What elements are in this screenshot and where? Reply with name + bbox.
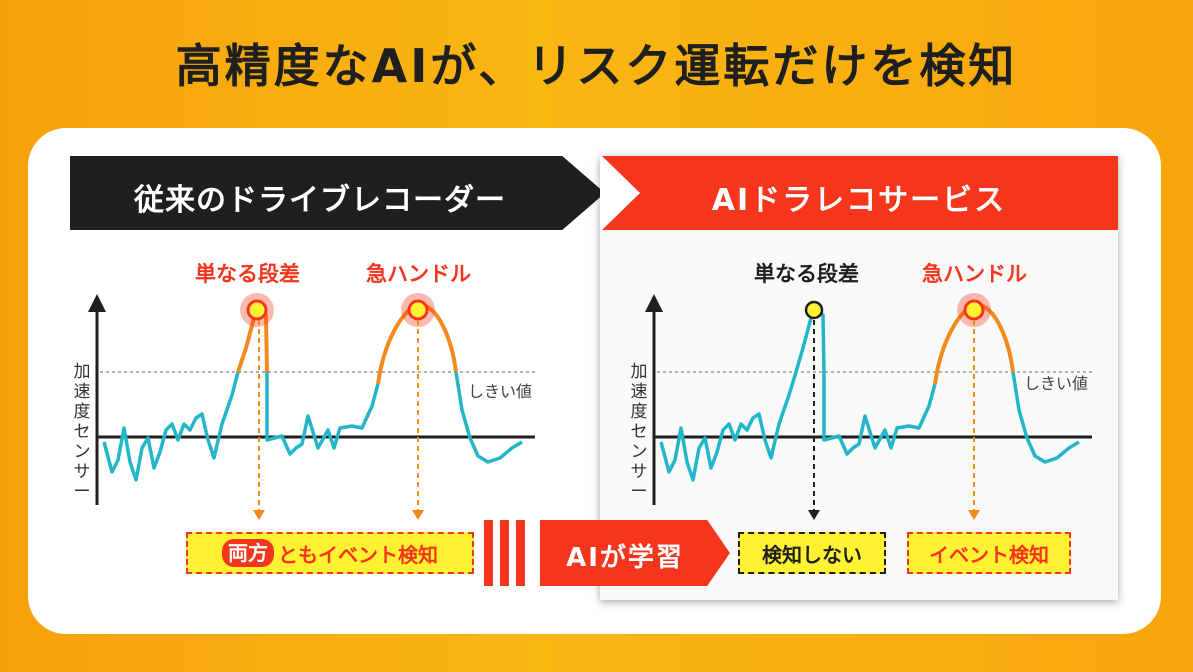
left-marker2-label: 急ハンドル — [366, 262, 471, 286]
right-threshold-label: しきい値 — [1024, 374, 1089, 393]
left-marker-2 — [407, 299, 429, 321]
right-result-box-1: 検知しない — [738, 532, 886, 574]
conventional-dashcam-header: 従来のドライブレコーダー — [70, 156, 605, 230]
transition-bar-3 — [516, 520, 525, 586]
right-marker-1 — [804, 300, 824, 320]
left-result-text: ともイベント検知 — [278, 542, 438, 567]
left-y-axis-label: 加速度センサー — [73, 362, 91, 502]
conventional-dashcam-title: 従来のドライブレコーダー — [134, 183, 506, 218]
right-drop-arrow-1 — [808, 510, 820, 520]
left-marker-1 — [246, 299, 268, 321]
left-y-axis-arrowhead — [88, 294, 106, 312]
right-result-box-2: イベント検知 — [907, 532, 1071, 574]
left-chart — [88, 293, 535, 520]
left-wave — [102, 371, 240, 482]
left-wave-2 — [265, 372, 380, 456]
left-result-box: 両方 ともイベント検知 — [186, 532, 474, 574]
right-wave-3 — [1011, 371, 1080, 464]
right-drop-arrow-2 — [968, 510, 980, 520]
right-y-axis-arrowhead — [645, 294, 663, 312]
ai-learning-arrow: AIが学習 — [540, 520, 730, 586]
ai-service-header: AIドラレコサービス — [600, 156, 1118, 230]
right-marker-2 — [963, 299, 985, 321]
left-threshold-label: しきい値 — [468, 382, 533, 401]
transition-bar-1 — [484, 520, 493, 586]
right-marker2-label: 急ハンドル — [922, 262, 1027, 286]
left-drop-arrow-2 — [412, 510, 424, 520]
right-y-axis-label: 加速度センサー — [630, 362, 648, 502]
left-drop-arrow-1 — [253, 510, 265, 520]
headline: 高精度なAIが、リスク運転だけを検知 — [175, 39, 1018, 93]
right-marker1-label: 単なる段差 — [754, 262, 859, 286]
left-wave-3 — [454, 371, 523, 464]
right-wave — [659, 306, 937, 482]
left-marker1-label: 単なる段差 — [195, 262, 300, 286]
transition-bar-2 — [500, 520, 509, 586]
ai-service-title: AIドラレコサービス — [711, 183, 1007, 218]
ai-learning-label: AIが学習 — [566, 543, 684, 573]
both-pill: 両方 — [222, 539, 274, 567]
right-chart — [645, 293, 1092, 520]
